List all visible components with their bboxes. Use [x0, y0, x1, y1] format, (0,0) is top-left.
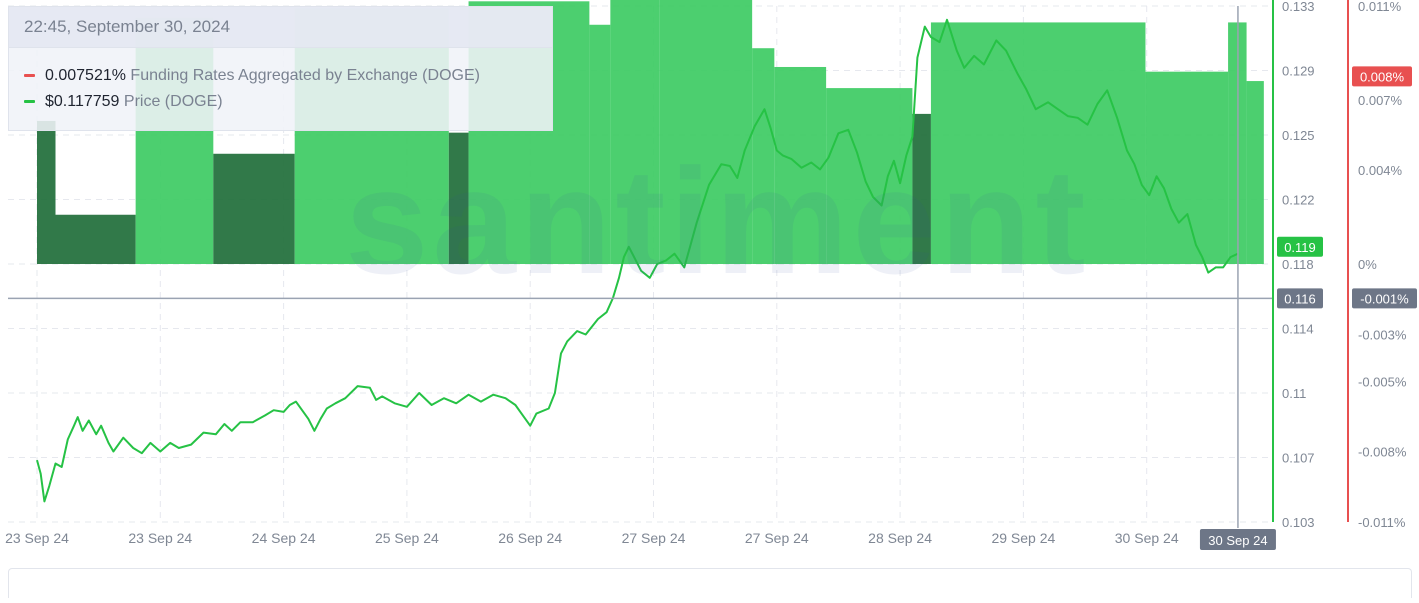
funding-tick-label: -0.005%: [1358, 374, 1407, 389]
funding-bar: [752, 48, 775, 264]
axes: 23 Sep 24 23 Sep 24 24 Sep 24 25 Sep 24 26 S…: [5, 0, 1417, 550]
funding-tick-label: 0.004%: [1358, 163, 1403, 178]
funding-bar: [213, 153, 295, 264]
price-tick-label: 0.114: [1282, 322, 1314, 337]
tooltip-price-label: Price (DOGE): [123, 93, 223, 110]
funding-legend-dash: [24, 74, 35, 78]
x-tick-label: 30 Sep 24: [1115, 530, 1179, 546]
x-tick-label: 23 Sep 24: [5, 530, 69, 546]
tooltip-row-funding: 0.007521% Funding Rates Aggregated by Ex…: [24, 67, 480, 85]
price-legend-dash: [24, 100, 35, 104]
navigator-panel[interactable]: [8, 568, 1412, 598]
price-tick-label: 0.129: [1282, 64, 1315, 79]
crosshair-x-label: 30 Sep 24: [1208, 533, 1267, 548]
current-price-badge: 0.119: [1284, 240, 1316, 255]
price-tick-label: 0.118: [1282, 257, 1314, 272]
crosshair-funding-label-bg: [1352, 288, 1417, 309]
x-tick-label: 29 Sep 24: [991, 530, 1055, 546]
funding-bar: [1145, 71, 1229, 264]
price-tick-label: 0.103: [1282, 515, 1315, 530]
tooltip-date: 22:45, September 30, 2024: [9, 7, 552, 48]
funding-tick-label: 0.011%: [1358, 0, 1402, 14]
price-tick-label: 0.11: [1282, 386, 1306, 401]
x-tick-label: 27 Sep 24: [622, 530, 686, 546]
funding-tick-label: 0.007%: [1358, 93, 1403, 108]
price-line-layer: [36, 18, 1239, 503]
tooltip-row-price: $0.117759 Price (DOGE): [24, 93, 223, 111]
crosshair-x-label-bg: [1199, 529, 1276, 550]
x-tick-label: 27 Sep 24: [745, 530, 809, 546]
crosshair-funding-label: -0.001%: [1360, 291, 1409, 306]
funding-tick-label: -0.011%: [1358, 515, 1406, 530]
funding-bar: [912, 113, 931, 265]
funding-bar: [826, 88, 913, 264]
crosshair: [8, 6, 1272, 528]
x-tick-label: 24 Sep 24: [252, 530, 316, 546]
current-funding-badge: 0.008%: [1360, 69, 1405, 84]
x-tick-label: 23 Sep 24: [128, 530, 192, 546]
crosshair-price-label-bg: [1277, 288, 1323, 309]
x-tick-label: 25 Sep 24: [375, 530, 439, 546]
funding-bar: [659, 0, 753, 265]
funding-bar: [55, 214, 136, 264]
price-tick-label: 0.125: [1282, 128, 1315, 143]
funding-bar: [610, 0, 660, 264]
funding-bar: [930, 22, 1146, 264]
tooltip-price-value: $0.117759: [45, 93, 120, 110]
tooltip-funding-value: 0.007521%: [45, 67, 126, 84]
tooltip-funding-label: Funding Rates Aggregated by Exchange (DO…: [130, 67, 480, 84]
funding-tick-label: -0.008%: [1358, 445, 1407, 460]
funding-bar: [1246, 81, 1264, 265]
funding-tick-label: 0%: [1358, 257, 1377, 272]
crosshair-price-label: 0.116: [1284, 291, 1316, 306]
price-line: [36, 18, 1239, 503]
current-funding-badge-bg: [1352, 66, 1412, 87]
funding-bar: [37, 120, 56, 264]
price-tick-label: 0.107: [1282, 451, 1315, 466]
funding-bar: [589, 24, 611, 264]
x-tick-label: 28 Sep 24: [868, 530, 932, 546]
price-tick-label: 0.122: [1282, 193, 1315, 208]
tooltip: 22:45, September 30, 2024 0.007521% Fund…: [8, 6, 553, 131]
funding-tick-label: -0.003%: [1358, 327, 1407, 342]
current-price-badge-bg: [1277, 236, 1323, 257]
funding-bar: [448, 132, 469, 264]
x-tick-label: 26 Sep 24: [498, 530, 562, 546]
price-tick-label: 0.133: [1282, 0, 1315, 14]
